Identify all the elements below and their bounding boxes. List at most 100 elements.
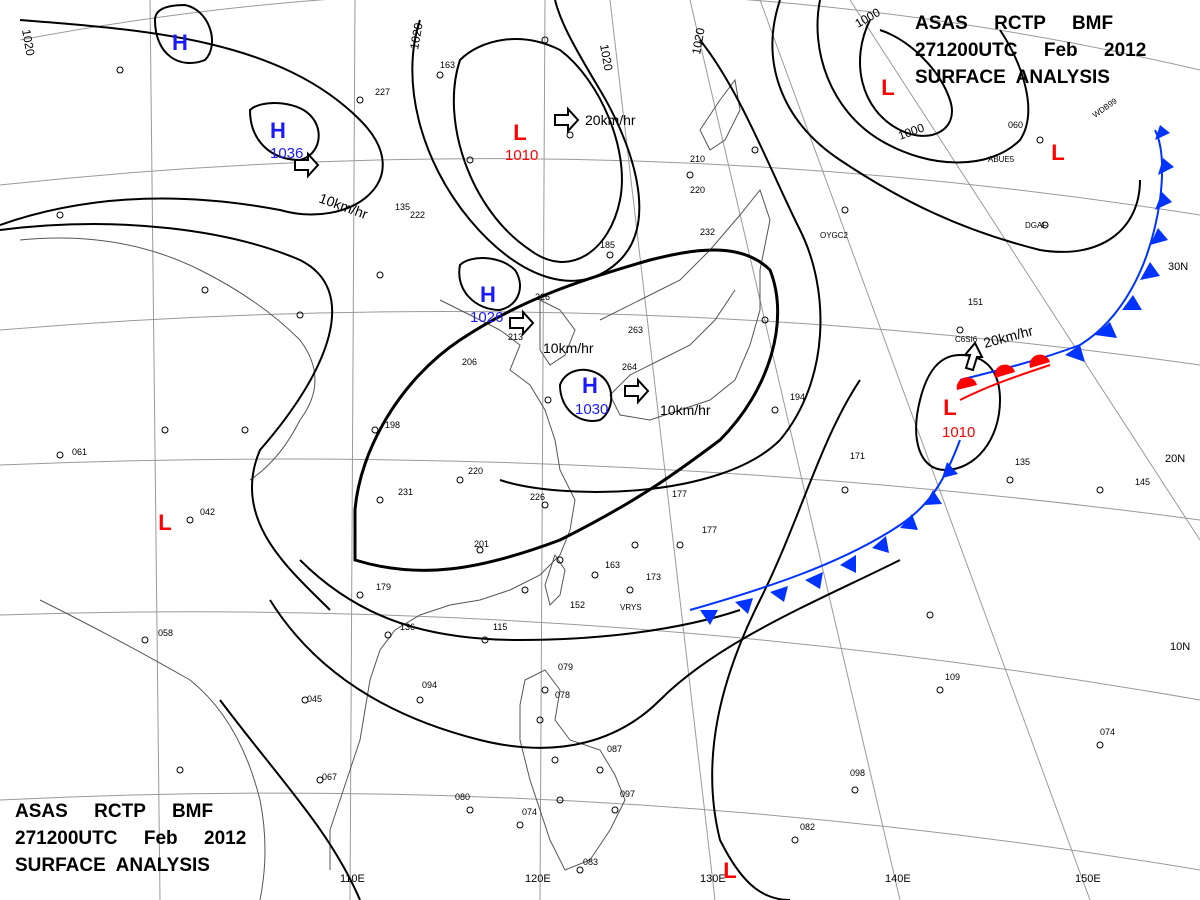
motion-speed-label: 10km/hr — [660, 402, 711, 418]
station-pressure-reading: 226 — [535, 292, 550, 302]
high-pressure-center: H — [582, 373, 598, 398]
longitude-labels: 110E 120E 130E 140E 150E — [340, 873, 1101, 885]
latitude-line-20n — [0, 458, 1200, 521]
station-pressure-reading: 163 — [605, 560, 620, 570]
low-pressure-center: L — [943, 395, 956, 420]
japan-honshu — [599, 188, 771, 421]
warm-front-line — [959, 364, 1051, 401]
station-pressure-reading: 213 — [508, 332, 523, 342]
motion-speed-label: 20km/hr — [585, 112, 636, 128]
central-pressure-value: 1026 — [470, 309, 503, 326]
station-pressure-reading: 226 — [530, 492, 545, 502]
cold-front-line — [689, 439, 961, 611]
latitude-label: 10N — [1170, 641, 1190, 653]
longitude-line-140e — [689, 0, 901, 900]
station-pressure-reading: 177 — [702, 525, 717, 535]
motion-arrows — [294, 106, 984, 405]
isobar-high-1036-ring — [248, 102, 320, 162]
station-pressure-reading: 058 — [158, 628, 173, 638]
header-title-line-1: ASAS RCTP BMF — [915, 13, 1114, 34]
latitude-labels: 30N 20N 10N — [1165, 261, 1190, 653]
motion-arrow-1 — [294, 151, 320, 179]
latitude-line-25n — [0, 310, 1200, 366]
station-pressure-reading: 198 — [385, 420, 400, 430]
station-pressure-reading: 098 — [850, 768, 865, 778]
header-title-line-3: SURFACE ANALYSIS — [915, 67, 1110, 88]
station-pressure-reading: 194 — [790, 392, 805, 402]
low-pressure-center: L — [1051, 140, 1064, 165]
footer-title-line-3: SURFACE ANALYSIS — [15, 855, 210, 876]
inland-border-south — [39, 599, 266, 900]
footer-title-line-1: ASAS RCTP BMF — [15, 801, 214, 822]
motion-arrow-4 — [624, 377, 650, 405]
station-pressure-reading: 074 — [522, 807, 537, 817]
isobar-high-1030-inner-ring — [558, 368, 613, 422]
station-pressure-reading: 094 — [422, 680, 437, 690]
high-pressure-center: H — [270, 118, 286, 143]
station-pressure-reading: 222 — [410, 210, 425, 220]
station-pressure-reading: 206 — [462, 357, 477, 367]
station-pressure-reading: 201 — [474, 539, 489, 549]
central-pressure-value: 1036 — [270, 145, 303, 162]
isobar-high-north-ring — [153, 3, 214, 65]
low-pressure-center: L — [881, 75, 894, 100]
japan-hokkaido — [699, 78, 741, 151]
station-callsign: DGAF — [1025, 221, 1047, 230]
station-pressure-reading: 079 — [558, 662, 573, 672]
motion-arrow-2 — [554, 106, 580, 134]
isobar-1000-mid — [816, 0, 1030, 164]
latitude-label: 20N — [1165, 453, 1185, 465]
station-callsign: C6SI6 — [955, 335, 978, 344]
isobar-1030-ring — [353, 248, 780, 572]
isobar-label: 1020 — [689, 26, 707, 55]
longitude-label: 140E — [885, 873, 911, 885]
isobar-1000-inner — [859, 19, 953, 137]
station-pressure-reading: 185 — [600, 240, 615, 250]
station-pressure-reading: 231 — [398, 487, 413, 497]
station-callsign: ABUE5 — [988, 155, 1015, 164]
station-pressure-reading: 060 — [1008, 120, 1023, 130]
isobar-pacific-south — [711, 379, 861, 900]
station-pressure-reading: 042 — [200, 507, 215, 517]
station-pressure-reading: 227 — [375, 87, 390, 97]
inland-border-west — [19, 237, 316, 481]
station-pressure-reading: 067 — [322, 772, 337, 782]
isobar-low-1010-ring — [915, 353, 1002, 472]
taiwan — [544, 553, 566, 606]
china-coastline — [329, 299, 576, 870]
station-pressure-reading: 220 — [690, 185, 705, 195]
station-callsign: OYGC2 — [820, 231, 849, 240]
isobar-south-3 — [219, 699, 361, 900]
latitude-line-0 — [0, 792, 1200, 871]
station-pressure-reading: 210 — [690, 154, 705, 164]
low-pressure-center: L — [158, 510, 171, 535]
station-pressure-reading: 173 — [646, 572, 661, 582]
low-pressure-center: L — [513, 120, 526, 145]
station-pressure-reading: 097 — [620, 789, 635, 799]
station-pressure-reading: 220 — [468, 466, 483, 476]
philippines — [519, 669, 626, 871]
central-pressure-value: 1010 — [942, 424, 975, 441]
longitude-line-150e — [759, 0, 1091, 900]
isobar-west-arc — [0, 223, 334, 611]
station-pressure-reading: 109 — [945, 672, 960, 682]
longitude-label: 150E — [1075, 873, 1101, 885]
header-title-line-2: 271200UTC Feb 2012 — [915, 40, 1147, 61]
longitude-label: 130E — [700, 873, 726, 885]
isobar-1020-center — [411, 0, 641, 282]
footer-title-line-2: 271200UTC Feb 2012 — [15, 828, 247, 849]
warm-front-semicircles — [956, 354, 1050, 390]
cold-front-triangles — [700, 125, 1174, 625]
central-pressure-value: 1010 — [505, 147, 538, 164]
isobar-label: 1020 — [19, 28, 37, 57]
station-pressure-reading: 151 — [968, 297, 983, 307]
motion-arrow-3 — [509, 309, 535, 337]
station-pressure-reading: 115 — [493, 622, 507, 632]
motion-arrow-5 — [962, 341, 984, 372]
station-pressure-reading: 177 — [672, 489, 687, 499]
longitude-line-160e — [849, 0, 1200, 541]
station-pressure-reading: 083 — [583, 857, 598, 867]
station-pressure-reading: 061 — [72, 447, 87, 457]
